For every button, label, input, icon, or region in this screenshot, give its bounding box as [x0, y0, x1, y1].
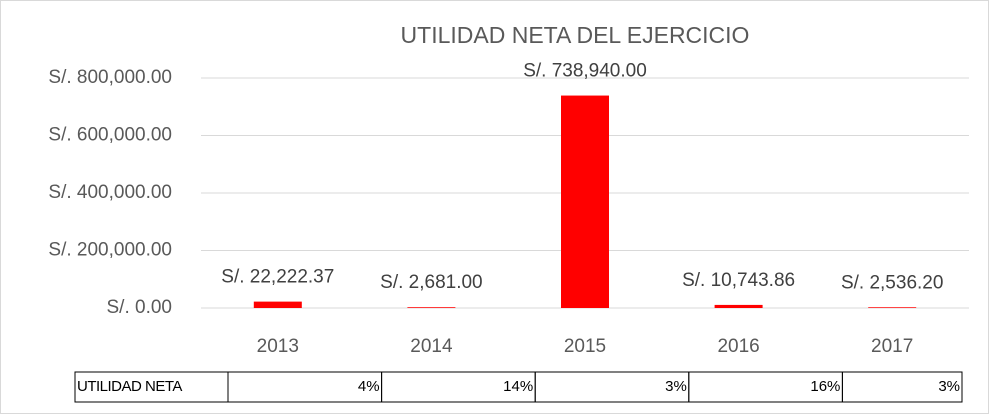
data-label: S/. 10,743.86: [682, 270, 795, 291]
x-tick-label: 2016: [717, 336, 759, 357]
data-label: S/. 2,536.20: [841, 272, 943, 293]
table-header: UTILIDAD NETA: [77, 378, 182, 395]
data-label: S/. 22,222.37: [221, 267, 334, 288]
data-label: S/. 738,940.00: [523, 61, 647, 82]
bar: [868, 307, 917, 308]
bar: [253, 301, 302, 308]
bar: [407, 307, 456, 308]
table-value: 14%: [503, 378, 533, 395]
table-value: 3%: [938, 378, 960, 395]
table-value: 4%: [358, 378, 380, 395]
y-tick-label: S/. 600,000.00: [48, 125, 172, 146]
bar: [714, 304, 763, 308]
data-label: S/. 2,681.00: [380, 272, 482, 293]
y-tick-label: S/. 200,000.00: [48, 240, 172, 261]
table-value: 3%: [665, 378, 687, 395]
y-tick-label: S/. 400,000.00: [48, 182, 172, 203]
bar: [561, 95, 609, 308]
x-tick-label: 2017: [871, 336, 913, 357]
y-tick-label: S/. 800,000.00: [48, 67, 172, 88]
x-tick-label: 2014: [410, 336, 453, 357]
y-tick-label: S/. 0.00: [107, 297, 173, 318]
x-tick-label: 2013: [257, 336, 299, 357]
table-value: 16%: [810, 378, 840, 395]
chart-title: UTILIDAD NETA DEL EJERCICIO: [401, 22, 750, 48]
table-cell: [841, 371, 963, 403]
x-tick-label: 2015: [564, 336, 606, 357]
